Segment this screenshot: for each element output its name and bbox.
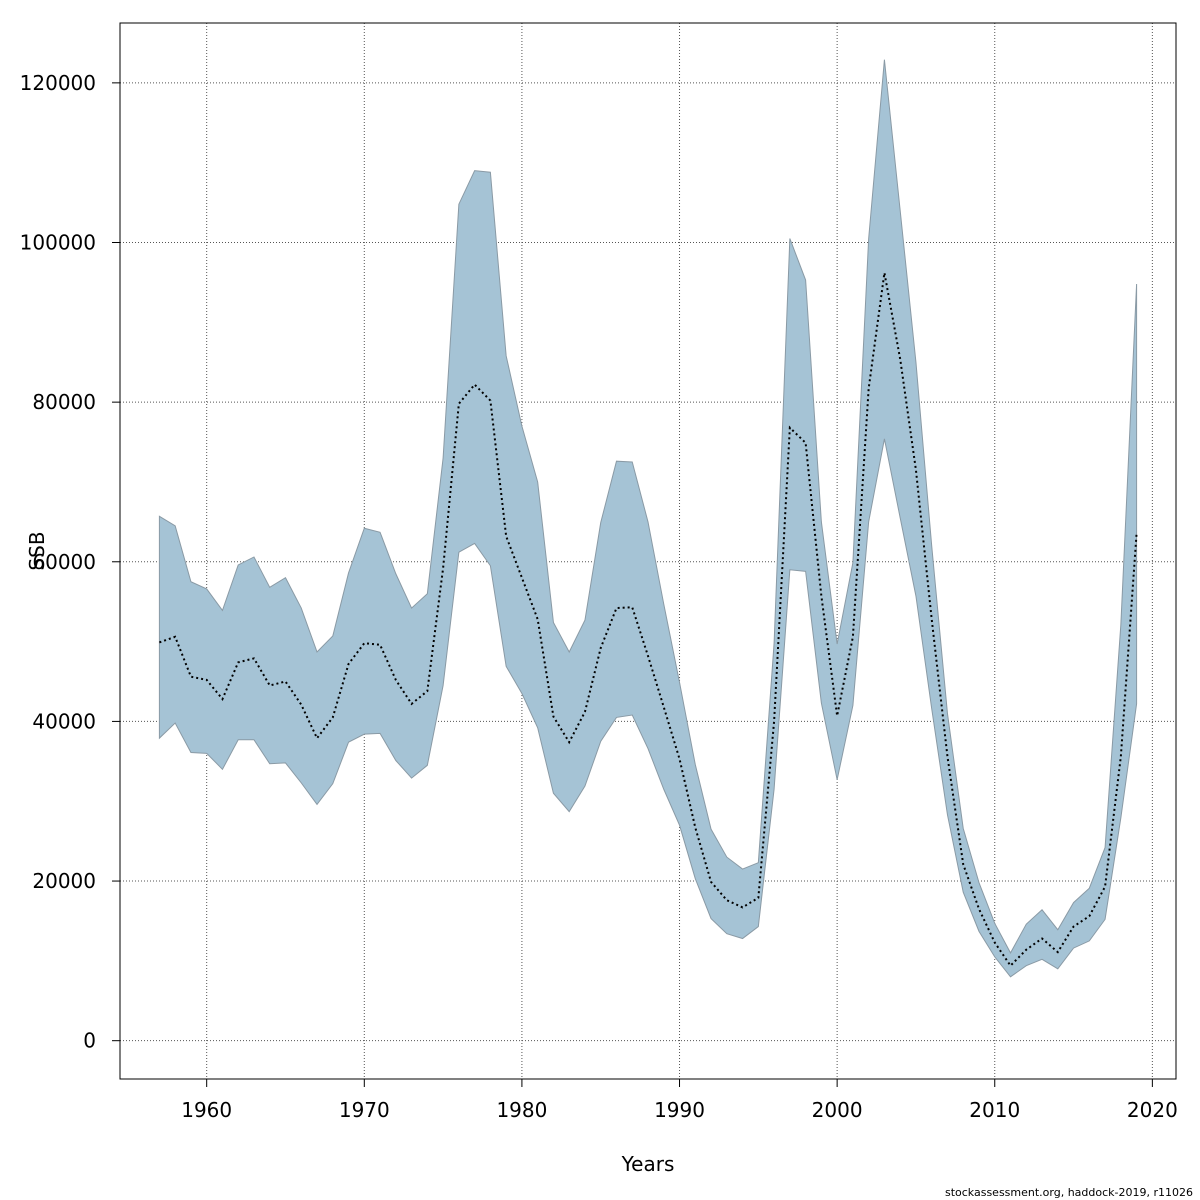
x-tick-label: 1990 [654, 1098, 705, 1122]
confidence-band [158, 59, 1138, 978]
y-tick-label: 100000 [20, 231, 96, 255]
y-tick-label: 80000 [32, 390, 96, 414]
x-tick-label: 1980 [496, 1098, 547, 1122]
confidence-band-area [158, 59, 1138, 978]
x-axis: 1960 1970 1980 1990 2000 2010 2020 [181, 1078, 1178, 1122]
y-tick-label: 120000 [20, 71, 96, 95]
y-tick-label: 20000 [32, 869, 96, 893]
y-tick-label: 60000 [32, 550, 96, 574]
x-tick-label: 2010 [969, 1098, 1020, 1122]
y-tick-label: 40000 [32, 709, 96, 733]
x-tick-label: 2020 [1127, 1098, 1178, 1122]
x-tick-label: 1970 [339, 1098, 390, 1122]
y-axis-title: SSB [25, 531, 49, 570]
ssb-line [159, 272, 1138, 968]
x-tick-label: 1960 [181, 1098, 232, 1122]
footer-credit: stockassessment.org, haddock-2019, r1102… [945, 1186, 1193, 1199]
y-axis: 0 20000 40000 60000 80000 100000 120000 [20, 71, 121, 1053]
x-tick-label: 2000 [812, 1098, 863, 1122]
y-tick-label: 0 [83, 1029, 96, 1053]
x-axis-title: Years [621, 1152, 675, 1176]
ssb-estimate-line [159, 272, 1138, 968]
